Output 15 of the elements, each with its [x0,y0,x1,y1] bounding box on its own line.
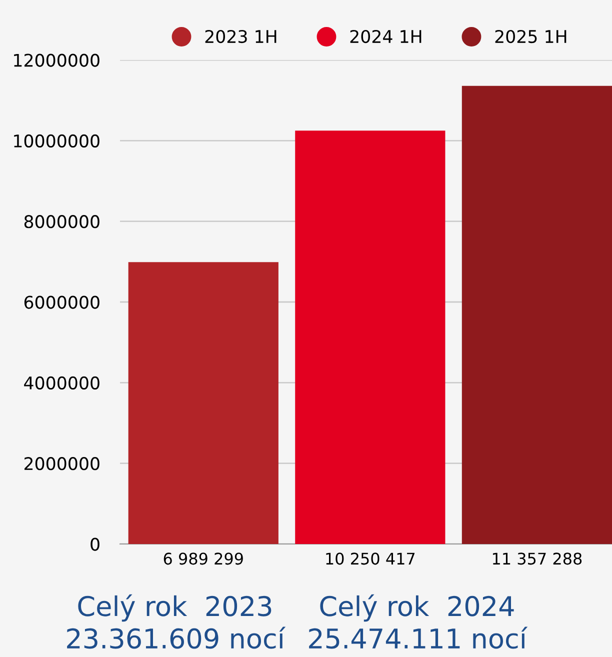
legend-label: 2025 1H [495,30,566,44]
text: Celý rok 2024 25.474.111 nocí [309,594,528,649]
legend-label: 2023 1H [205,30,276,44]
legend-label: 2024 1H [350,30,422,44]
text: Celý rok 2023 23.361.609 nocí [67,594,286,649]
y-tick-label: 4000000 [24,376,100,390]
y-tick-label: 8000000 [24,215,100,228]
data-label: 10 250 417 [326,552,415,565]
data-label: 11 357 288 [492,552,582,565]
y-tick-label: 10000000 [14,134,100,148]
y-tick-label: 0 [90,538,100,551]
y-tick-label: 12000000 [14,54,100,67]
y-tick-label: 2000000 [24,457,100,470]
data-label: 6 989 299 [164,552,243,565]
y-tick-label: 6000000 [24,296,100,309]
